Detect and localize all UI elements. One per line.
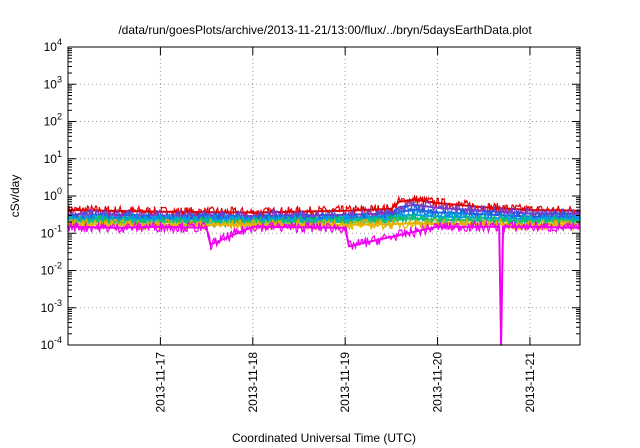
data-point: [348, 245, 350, 247]
y-axis-label: cSv/day: [8, 175, 22, 218]
y-tick-label: 101: [44, 149, 62, 166]
data-point: [390, 208, 393, 210]
y-tick-base: 10: [44, 40, 58, 54]
y-tick-exponent: -4: [54, 335, 62, 345]
data-point: [390, 220, 393, 223]
y-tick-label: 104: [44, 37, 62, 54]
chart-title: /data/run/goesPlots/archive/2013-11-21/1…: [118, 23, 532, 37]
x-tick-label: 2013-11-17: [153, 352, 167, 413]
data-point: [398, 200, 400, 203]
data-point: [344, 218, 346, 221]
y-tick-label: 100: [44, 186, 62, 203]
x-tick-label: 2013-11-18: [246, 352, 260, 413]
grid-lines: [68, 47, 580, 345]
data-point: [413, 217, 416, 220]
data-point: [436, 202, 439, 204]
series-6: [67, 219, 581, 346]
x-axis-label: Coordinated Universal Time (UTC): [232, 431, 416, 445]
y-tick-exponent: -1: [54, 223, 62, 233]
y-tick-base: 10: [41, 338, 55, 352]
y-tick-exponent: 4: [57, 37, 62, 47]
data-point: [413, 198, 416, 201]
data-point: [251, 215, 254, 217]
y-tick-label: 102: [44, 112, 62, 129]
y-tick-exponent: -2: [54, 261, 62, 271]
y-tick-base: 10: [44, 77, 58, 91]
data-point: [398, 206, 400, 209]
x-axis: 2013-11-17 2013-11-18 2013-11-19 2013-11-20…: [153, 47, 537, 413]
y-tick-exponent: 2: [57, 112, 62, 122]
data-point: [482, 213, 485, 216]
data-point: [398, 222, 400, 225]
data-point: [502, 225, 504, 228]
data-point: [251, 223, 254, 226]
y-tick-exponent: 1: [57, 149, 62, 159]
data-point: [251, 211, 254, 214]
data-point: [344, 221, 346, 223]
y-tick-base: 10: [41, 226, 55, 240]
data-point: [529, 225, 531, 228]
y-tick-label: 10-1: [41, 223, 62, 240]
y-tick-exponent: 0: [57, 186, 62, 196]
data-point: [498, 225, 500, 228]
series-trend: [67, 225, 581, 346]
data-point: [436, 207, 439, 209]
y-tick-base: 10: [44, 115, 58, 129]
x-tick-label: 2013-11-20: [431, 352, 445, 413]
y-tick-base: 10: [41, 301, 55, 315]
data-point: [159, 218, 162, 221]
y-tick-base: 10: [41, 264, 55, 278]
data-point: [159, 225, 162, 228]
x-tick-label: 2013-11-19: [338, 352, 352, 413]
data-point: [413, 222, 416, 225]
y-tick-exponent: -3: [54, 298, 62, 308]
data-point: [344, 223, 346, 226]
x-tick-label: 2013-11-21: [523, 352, 537, 413]
data-point: [209, 243, 212, 246]
y-tick-base: 10: [44, 189, 58, 203]
y-tick-base: 10: [44, 152, 58, 166]
data-point: [436, 225, 439, 228]
data-point: [344, 227, 346, 229]
data-point: [205, 227, 208, 229]
data-point: [390, 223, 393, 225]
series-layer: [67, 194, 581, 346]
y-tick-label: 10-4: [41, 335, 62, 352]
y-tick-label: 10-3: [41, 298, 62, 315]
y-tick-exponent: 3: [57, 74, 62, 84]
data-point: [413, 209, 416, 211]
data-point: [482, 223, 485, 225]
y-tick-label: 10-2: [41, 261, 62, 278]
y-tick-label: 103: [44, 74, 62, 91]
data-point: [251, 225, 254, 228]
data-point: [113, 227, 115, 229]
data-point: [398, 218, 400, 220]
data-point: [436, 215, 439, 218]
